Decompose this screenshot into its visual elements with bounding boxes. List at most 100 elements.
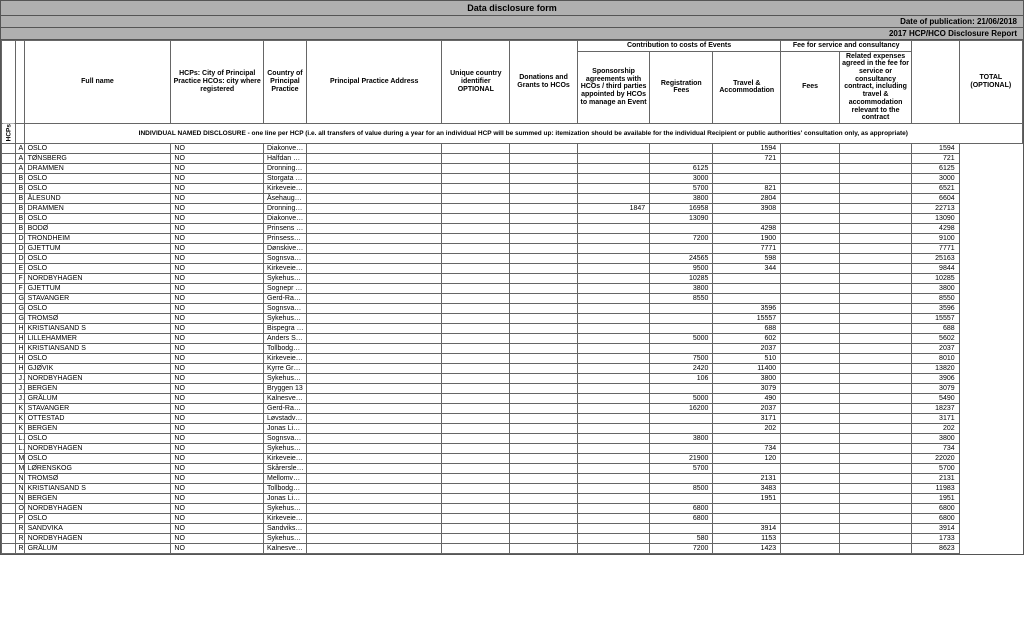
cell-addr: Sognsvannsveien 20 xyxy=(264,434,307,444)
cell-uci xyxy=(306,404,442,414)
cell-travel: 3800 xyxy=(650,194,713,204)
cell-travel xyxy=(650,144,713,154)
cell-uci xyxy=(306,274,442,284)
row-spacer xyxy=(2,484,16,494)
cell-spacer2 xyxy=(839,354,911,364)
cell-total: 3079 xyxy=(912,384,959,394)
cell-related xyxy=(781,234,840,244)
cell-uci xyxy=(306,194,442,204)
cell-spacer2 xyxy=(839,524,911,534)
cell-spacer2 xyxy=(839,274,911,284)
cell-name: Reiertsen, Ola xyxy=(15,534,24,544)
cell-total: 22020 xyxy=(912,454,959,464)
cell-addr: Sykehusveien 27 xyxy=(264,504,307,514)
cell-fees: 120 xyxy=(713,454,781,464)
cell-total: 1733 xyxy=(912,534,959,544)
cell-name: Bos-Haugen, Ida Kristin xyxy=(15,214,24,224)
cell-donations xyxy=(442,384,510,394)
row-spacer xyxy=(2,384,16,394)
cell-spacer2 xyxy=(839,444,911,454)
table-row: Bjørnarå, Kari-AnneDRAMMENNODronninggt. … xyxy=(2,204,1023,214)
cell-registration xyxy=(577,264,649,274)
cell-country: NO xyxy=(171,164,264,174)
cell-fees xyxy=(713,174,781,184)
cell-addr: Halfdan Wilhelmsens alle 17 xyxy=(264,154,307,164)
table-row: Andersen, SvendTØNSBERGNOHalfdan Wilhelm… xyxy=(2,154,1023,164)
cell-donations xyxy=(442,494,510,504)
col-fullname: Full name xyxy=(24,41,171,124)
cell-city: BERGEN xyxy=(24,494,171,504)
cell-total: 3800 xyxy=(912,284,959,294)
cell-country: NO xyxy=(171,474,264,484)
table-row: Nikolaisen, CathrinTROMSØNOMellomveien 5… xyxy=(2,474,1023,484)
cell-fees: 344 xyxy=(713,264,781,274)
cell-travel: 13090 xyxy=(650,214,713,224)
cell-fees: 510 xyxy=(713,354,781,364)
cell-related xyxy=(781,494,840,504)
cell-related xyxy=(781,354,840,364)
cell-country: NO xyxy=(171,174,264,184)
cell-country: NO xyxy=(171,344,264,354)
cell-uci xyxy=(306,454,442,464)
cell-donations xyxy=(442,524,510,534)
cell-addr: Prinsens gate 164 xyxy=(264,224,307,234)
cell-sponsorship xyxy=(510,204,578,214)
cell-related xyxy=(781,294,840,304)
cell-country: NO xyxy=(171,184,264,194)
cell-name: Bergersen, Bente Magny xyxy=(15,184,24,194)
cell-country: NO xyxy=(171,424,264,434)
cell-uci xyxy=(306,434,442,444)
row-spacer xyxy=(2,254,16,264)
cell-total: 5700 xyxy=(912,464,959,474)
cell-city: OSLO xyxy=(24,434,171,444)
cell-uci xyxy=(306,244,442,254)
cell-uci xyxy=(306,184,442,194)
row-spacer xyxy=(2,234,16,244)
cell-uci xyxy=(306,344,442,354)
cell-total: 3000 xyxy=(912,174,959,184)
cell-name: Nylund, Kim xyxy=(15,494,24,504)
cell-sponsorship xyxy=(510,214,578,224)
cell-fees: 1594 xyxy=(713,144,781,154)
cell-travel: 7200 xyxy=(650,234,713,244)
cell-related xyxy=(781,504,840,514)
cell-fees: 1153 xyxy=(713,534,781,544)
cell-addr: Anders Sandvigs gate 17 xyxy=(264,334,307,344)
cell-city: BERGEN xyxy=(24,384,171,394)
cell-city: OTTESTAD xyxy=(24,414,171,424)
cell-total: 4298 xyxy=(912,224,959,234)
individual-disclosure-note: INDIVIDUAL NAMED DISCLOSURE - one line p… xyxy=(24,123,1022,143)
cell-travel xyxy=(650,154,713,164)
cell-sponsorship xyxy=(510,194,578,204)
cell-country: NO xyxy=(171,394,264,404)
cell-donations xyxy=(442,324,510,334)
cell-registration xyxy=(577,454,649,464)
row-spacer xyxy=(2,494,16,504)
cell-spacer2 xyxy=(839,344,911,354)
cell-name: Backe, Øystein xyxy=(15,174,24,184)
table-row: Jahnsen, JørgenNORDBYHAGENNOSykehusveien… xyxy=(2,374,1023,384)
cell-spacer2 xyxy=(839,534,911,544)
cell-uci xyxy=(306,294,442,304)
table-row: Andersen, VigdisDRAMMENNODronninggt. 286… xyxy=(2,164,1023,174)
cell-registration xyxy=(577,384,649,394)
col-travel: Travel & Accommodation xyxy=(713,51,781,123)
cell-sponsorship xyxy=(510,164,578,174)
spacer-header-2 xyxy=(912,41,959,124)
cell-related xyxy=(781,464,840,474)
cell-city: GRÅLUM xyxy=(24,394,171,404)
cell-registration xyxy=(577,324,649,334)
cell-registration xyxy=(577,464,649,474)
cell-travel: 24565 xyxy=(650,254,713,264)
cell-sponsorship xyxy=(510,524,578,534)
cell-travel xyxy=(650,314,713,324)
cell-donations xyxy=(442,244,510,254)
cell-spacer2 xyxy=(839,394,911,404)
col-uci: Unique country identifier OPTIONAL xyxy=(442,41,510,124)
cell-fees: 1900 xyxy=(713,234,781,244)
cell-donations xyxy=(442,314,510,324)
row-spacer xyxy=(2,284,16,294)
table-row: Ringstad, JetmundGRÅLUMNOKalnesveien 300… xyxy=(2,544,1023,554)
cell-donations xyxy=(442,294,510,304)
cell-total: 202 xyxy=(912,424,959,434)
